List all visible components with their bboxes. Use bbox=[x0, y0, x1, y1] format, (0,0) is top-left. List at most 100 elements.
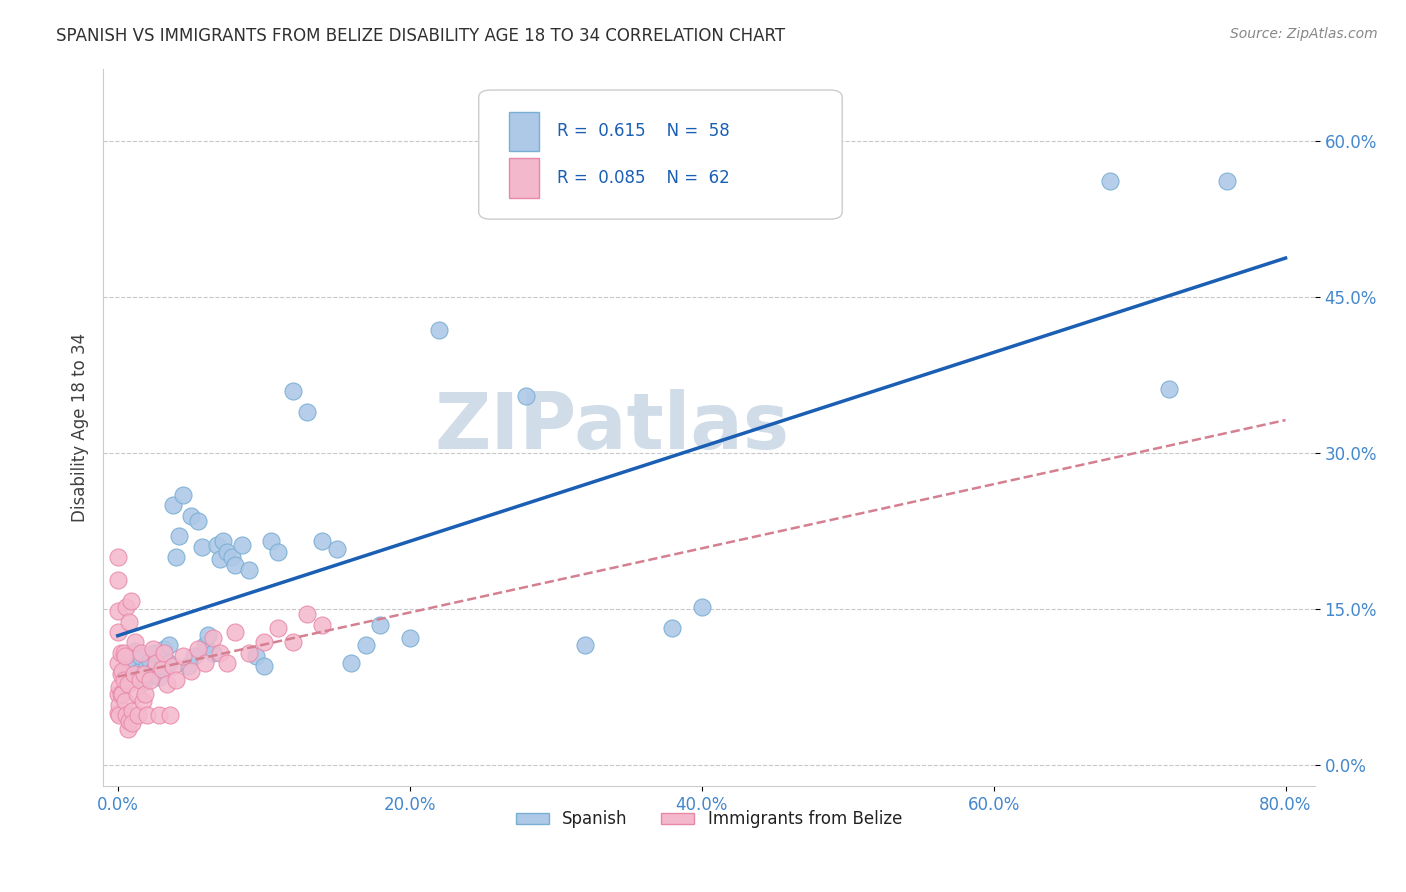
Point bbox=[238, 563, 260, 577]
Point bbox=[217, 656, 239, 670]
Point bbox=[690, 599, 713, 614]
Point bbox=[1216, 174, 1239, 188]
Point bbox=[370, 617, 392, 632]
Point bbox=[159, 708, 181, 723]
Point bbox=[121, 704, 143, 718]
Point bbox=[183, 648, 205, 663]
Point bbox=[1099, 174, 1122, 188]
Point bbox=[180, 665, 202, 679]
Point bbox=[162, 498, 184, 512]
Point bbox=[121, 654, 143, 668]
Point bbox=[153, 641, 176, 656]
Point bbox=[311, 534, 333, 549]
Point bbox=[197, 628, 219, 642]
Point bbox=[354, 639, 377, 653]
Point bbox=[129, 646, 152, 660]
Point bbox=[134, 687, 156, 701]
Point bbox=[118, 615, 141, 629]
Point bbox=[208, 552, 231, 566]
Point bbox=[194, 656, 217, 670]
Point bbox=[224, 624, 246, 639]
Point bbox=[211, 534, 233, 549]
Point bbox=[143, 646, 166, 660]
Point bbox=[162, 659, 184, 673]
Point bbox=[245, 648, 267, 663]
Point bbox=[131, 693, 153, 707]
Point bbox=[114, 693, 136, 707]
Point bbox=[150, 662, 173, 676]
Point bbox=[117, 677, 139, 691]
Point bbox=[128, 665, 150, 679]
Point bbox=[325, 541, 347, 556]
Point bbox=[118, 714, 141, 729]
Point bbox=[120, 593, 142, 607]
Point bbox=[112, 673, 135, 687]
Point bbox=[156, 677, 179, 691]
Point bbox=[127, 708, 149, 723]
Point bbox=[281, 384, 304, 398]
Point bbox=[172, 648, 194, 663]
Text: Source: ZipAtlas.com: Source: ZipAtlas.com bbox=[1230, 27, 1378, 41]
Point bbox=[108, 698, 131, 712]
Point bbox=[187, 641, 209, 656]
Y-axis label: Disability Age 18 to 34: Disability Age 18 to 34 bbox=[72, 333, 89, 522]
Point bbox=[187, 514, 209, 528]
Point bbox=[107, 624, 129, 639]
Point bbox=[201, 646, 224, 660]
Point bbox=[110, 666, 132, 681]
Text: SPANISH VS IMMIGRANTS FROM BELIZE DISABILITY AGE 18 TO 34 CORRELATION CHART: SPANISH VS IMMIGRANTS FROM BELIZE DISABI… bbox=[56, 27, 786, 45]
Point bbox=[217, 545, 239, 559]
Point bbox=[115, 708, 138, 723]
Point bbox=[111, 665, 134, 679]
Point bbox=[194, 639, 217, 653]
Point bbox=[208, 646, 231, 660]
Point bbox=[139, 673, 162, 687]
Point bbox=[180, 508, 202, 523]
Point bbox=[150, 659, 173, 673]
Point bbox=[297, 607, 319, 622]
Point bbox=[205, 538, 228, 552]
Point bbox=[117, 659, 139, 673]
Point bbox=[124, 635, 146, 649]
Point bbox=[108, 680, 131, 694]
Point bbox=[191, 540, 214, 554]
Point bbox=[515, 389, 537, 403]
Point bbox=[172, 488, 194, 502]
Point bbox=[112, 646, 135, 660]
Point bbox=[139, 654, 162, 668]
Point bbox=[231, 538, 253, 552]
Point bbox=[267, 545, 290, 559]
FancyBboxPatch shape bbox=[509, 158, 540, 198]
FancyBboxPatch shape bbox=[478, 90, 842, 219]
Point bbox=[145, 656, 167, 670]
Text: R =  0.085    N =  62: R = 0.085 N = 62 bbox=[557, 169, 730, 186]
Point bbox=[224, 558, 246, 573]
Legend: Spanish, Immigrants from Belize: Spanish, Immigrants from Belize bbox=[509, 804, 908, 835]
Point bbox=[124, 643, 146, 657]
Point bbox=[340, 656, 363, 670]
Point bbox=[132, 674, 155, 689]
Point bbox=[167, 529, 190, 543]
Point bbox=[107, 550, 129, 565]
Point bbox=[107, 687, 129, 701]
Point bbox=[1157, 382, 1180, 396]
Point bbox=[153, 646, 176, 660]
Point bbox=[157, 639, 180, 653]
Point bbox=[281, 635, 304, 649]
Point bbox=[125, 687, 148, 701]
Point bbox=[267, 621, 290, 635]
Point bbox=[122, 666, 145, 681]
Point bbox=[108, 708, 131, 723]
Text: R =  0.615    N =  58: R = 0.615 N = 58 bbox=[557, 122, 730, 140]
Point bbox=[201, 631, 224, 645]
Point bbox=[107, 604, 129, 618]
Point bbox=[143, 662, 166, 676]
Point bbox=[142, 641, 165, 656]
Point bbox=[398, 631, 420, 645]
Point bbox=[238, 646, 260, 660]
Point bbox=[114, 670, 136, 684]
Point bbox=[107, 656, 129, 670]
Point bbox=[114, 648, 136, 663]
Point bbox=[221, 550, 243, 565]
Point bbox=[135, 659, 157, 673]
